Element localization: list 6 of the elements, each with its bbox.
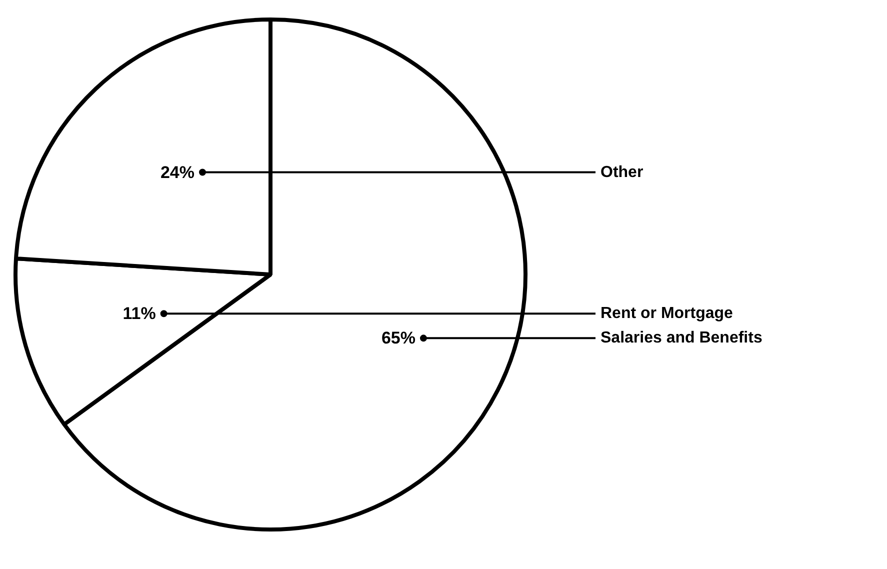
slice-label: Salaries and Benefits bbox=[600, 330, 762, 347]
data-label: 11% bbox=[122, 304, 156, 324]
slice-label: Other bbox=[600, 164, 644, 181]
slice-label: Rent or Mortgage bbox=[600, 305, 734, 322]
data-label: 24% bbox=[160, 162, 194, 182]
data-label: 65% bbox=[381, 328, 416, 348]
